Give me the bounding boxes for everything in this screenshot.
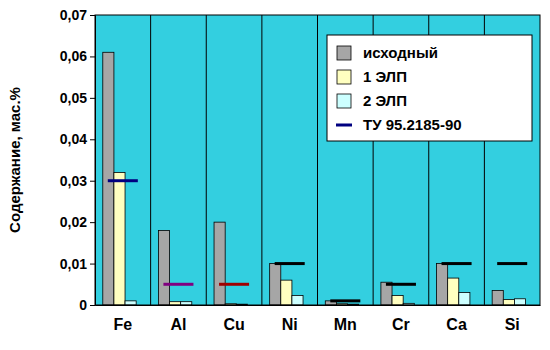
limit-dash	[163, 283, 193, 286]
x-tick: Al	[170, 305, 186, 333]
category-separator	[261, 15, 262, 305]
limit-dash	[275, 262, 305, 265]
x-tick: Cr	[392, 305, 410, 333]
category-separator	[150, 15, 151, 305]
y-tick-mark	[90, 264, 95, 265]
y-tick-mark	[90, 181, 95, 182]
bar	[437, 264, 448, 305]
category-separator	[317, 15, 318, 305]
x-tick: Ca	[446, 305, 467, 333]
x-tick-label: Mn	[334, 316, 357, 333]
y-tick: 0,02	[60, 214, 95, 230]
y-tick: 0,01	[60, 256, 95, 272]
legend-label: 1 ЭЛП	[363, 68, 407, 85]
x-tick: Mn	[334, 305, 357, 333]
y-tick-label: 0,04	[60, 131, 87, 147]
x-tick: Si	[505, 305, 520, 333]
limit-dash	[497, 262, 527, 265]
legend: исходный 1 ЭЛП 2 ЭЛП ТУ 95.2185-90	[327, 35, 532, 141]
bar	[503, 300, 514, 305]
bar	[103, 52, 114, 305]
legend-swatch	[337, 46, 351, 60]
limit-dash	[219, 283, 249, 286]
x-tick-label: Ca	[446, 316, 467, 333]
y-tick-mark	[90, 139, 95, 140]
y-tick-mark	[90, 305, 95, 306]
bar	[492, 291, 503, 306]
bar	[514, 299, 525, 305]
y-tick: 0,03	[60, 173, 95, 189]
legend-swatch	[337, 70, 351, 84]
chart: 0 0,01 0,02 0,03 0,04 0,05 0,06 0,07 Fe Al Cu Ni Mn C…	[0, 0, 550, 350]
plot-background	[95, 15, 540, 305]
plot-frame	[95, 15, 540, 305]
y-tick-mark	[90, 56, 95, 57]
bar-series	[125, 293, 525, 305]
bar	[392, 295, 403, 305]
bar	[459, 293, 470, 305]
y-tick: 0	[79, 297, 95, 313]
plot: 0 0,01 0,02 0,03 0,04 0,05 0,06 0,07 Fe Al Cu Ni Mn C…	[60, 7, 541, 333]
y-axis-title: Содержание, мас.%	[6, 87, 23, 233]
y-tick-label: 0,06	[60, 48, 87, 64]
x-tick: Fe	[113, 305, 132, 333]
x-tick-label: Fe	[113, 316, 132, 333]
y-axis-line	[90, 16, 96, 306]
bar	[448, 278, 459, 305]
bar	[281, 280, 292, 305]
marker-series	[108, 181, 527, 301]
x-tick-label: Ni	[282, 316, 298, 333]
legend-label: исходный	[363, 44, 438, 61]
limit-dash	[108, 179, 138, 182]
limit-dash	[386, 283, 416, 286]
y-tick-label: 0	[79, 297, 87, 313]
y-tick-label: 0,03	[60, 173, 87, 189]
y-tick: 0,04	[60, 131, 95, 147]
x-tick-label: Al	[170, 316, 186, 333]
legend-swatch	[337, 94, 351, 108]
legend-box	[327, 35, 532, 141]
bar	[270, 264, 281, 305]
legend-label: ТУ 95.2185-90	[363, 116, 462, 133]
y-axis: 0 0,01 0,02 0,03 0,04 0,05 0,06 0,07	[60, 7, 96, 313]
bar	[158, 230, 169, 305]
legend-swatch	[336, 124, 352, 127]
y-tick-label: 0,01	[60, 256, 87, 272]
x-tick-label: Cu	[223, 316, 244, 333]
x-tick: Cu	[223, 305, 244, 333]
bar	[125, 301, 136, 305]
y-tick: 0,06	[60, 48, 95, 64]
x-axis: Fe Al Cu Ni Mn Cr Ca Si	[96, 305, 541, 333]
bar-series	[114, 172, 514, 305]
y-tick-mark	[90, 98, 95, 99]
legend-label: 2 ЭЛП	[363, 92, 407, 109]
bar	[214, 222, 225, 305]
x-tick: Ni	[282, 305, 298, 333]
y-tick-label: 0,02	[60, 214, 87, 230]
x-tick-label: Cr	[392, 316, 410, 333]
limit-dash	[330, 299, 360, 302]
y-tick-label: 0,07	[60, 7, 87, 23]
y-tick-mark	[90, 15, 95, 16]
limit-dash	[442, 262, 472, 265]
category-separator	[206, 15, 207, 305]
x-tick-label: Si	[505, 316, 520, 333]
bar	[114, 172, 125, 305]
y-tick-mark	[90, 222, 95, 223]
y-tick: 0,05	[60, 90, 95, 106]
y-tick-label: 0,05	[60, 90, 87, 106]
x-axis-line	[96, 305, 541, 306]
bar	[292, 295, 303, 305]
y-tick: 0,07	[60, 7, 95, 23]
